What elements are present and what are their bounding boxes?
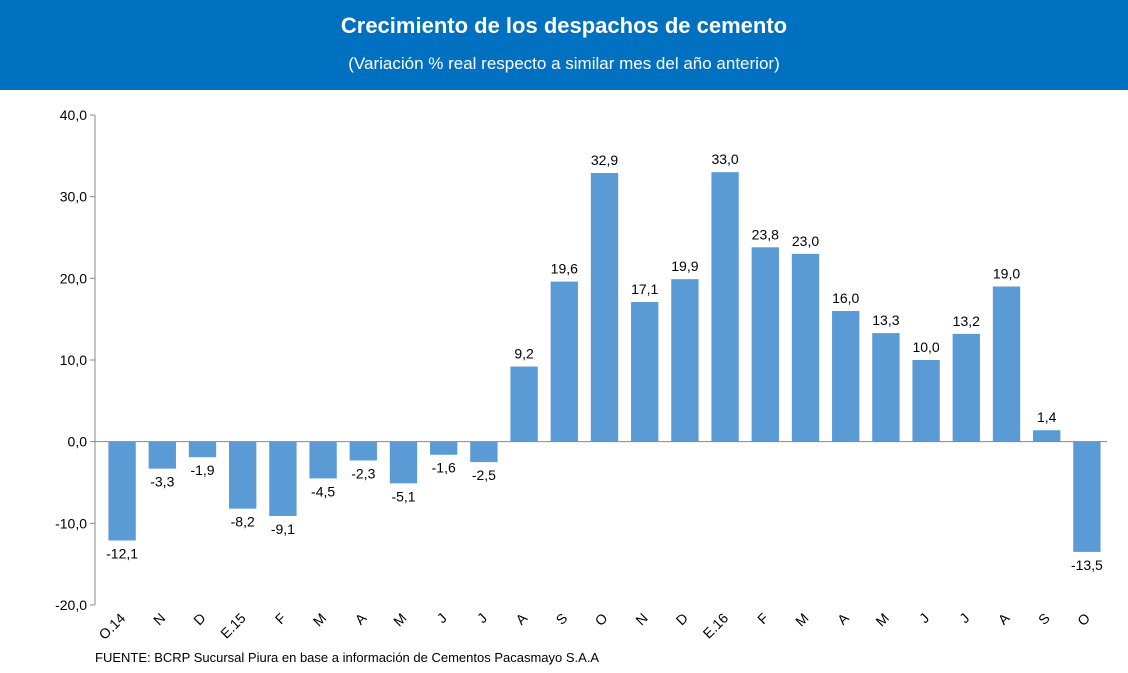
- y-tick-label: -10,0: [55, 515, 87, 531]
- bar: [671, 279, 699, 442]
- bar: [992, 286, 1021, 442]
- value-label: -2,3: [351, 465, 375, 481]
- x-tick-label: J: [956, 610, 972, 626]
- x-tick-label: A: [834, 609, 852, 627]
- bar: [832, 311, 860, 442]
- value-label: -4,5: [311, 483, 335, 499]
- value-label: -9,1: [271, 521, 295, 537]
- bar: [269, 441, 297, 516]
- x-tick-label: J: [434, 610, 450, 626]
- x-tick-label: M: [872, 610, 892, 630]
- chart-title: Crecimiento de los despachos de cemento: [341, 13, 787, 38]
- bar: [430, 441, 458, 455]
- bar: [631, 302, 659, 442]
- value-label: -1,6: [432, 460, 456, 476]
- y-tick-label: 30,0: [60, 189, 87, 205]
- value-label: -13,5: [1071, 557, 1103, 573]
- value-label: 23,0: [792, 233, 819, 249]
- value-label: -3,3: [150, 474, 174, 490]
- bar: [470, 441, 498, 463]
- x-tick-label: D: [190, 610, 208, 628]
- x-tick-label: S: [1035, 610, 1053, 628]
- bar: [912, 360, 940, 442]
- x-tick-label: M: [310, 610, 330, 630]
- value-label: 9,2: [514, 346, 534, 362]
- x-tick-label: S: [553, 610, 571, 628]
- header-band: [0, 0, 1128, 90]
- bar: [510, 366, 538, 442]
- bar: [1073, 441, 1101, 552]
- value-label: 19,0: [993, 266, 1020, 282]
- value-label: 1,4: [1037, 409, 1057, 425]
- value-label: 32,9: [591, 152, 618, 168]
- bar: [349, 441, 377, 461]
- x-tick-label: N: [632, 610, 650, 628]
- bar: [1033, 430, 1061, 442]
- x-tick-label: E.15: [217, 610, 249, 642]
- x-tick-label: A: [995, 609, 1013, 627]
- bar: [389, 441, 418, 484]
- x-tick-label: M: [390, 610, 410, 630]
- value-label: -8,2: [231, 514, 255, 530]
- bar: [188, 441, 217, 458]
- x-tick-label: M: [792, 610, 812, 630]
- x-tick-label: O: [592, 610, 611, 629]
- y-tick-label: 0,0: [68, 434, 88, 450]
- bar: [711, 172, 739, 442]
- bar: [108, 441, 136, 541]
- value-label: 16,0: [832, 290, 859, 306]
- value-label: 19,6: [551, 261, 578, 277]
- x-tick-label: O.14: [95, 610, 128, 643]
- bar: [751, 247, 779, 442]
- chart-subtitle: (Variación % real respecto a similar mes…: [348, 54, 779, 73]
- value-label: 13,2: [953, 313, 980, 329]
- y-tick-label: 10,0: [60, 352, 87, 368]
- value-label: -1,9: [190, 462, 214, 478]
- x-tick-label: E.16: [700, 610, 732, 642]
- y-tick-label: 20,0: [60, 270, 87, 286]
- x-tick-label: O: [1074, 610, 1093, 629]
- bar: [550, 281, 578, 442]
- bar: [791, 253, 820, 442]
- x-tick-label: A: [352, 609, 370, 627]
- x-tick-label: D: [673, 610, 691, 628]
- value-label: -2,5: [472, 467, 496, 483]
- y-tick-label: -20,0: [55, 597, 87, 613]
- source-note: FUENTE: BCRP Sucursal Piura en base a in…: [95, 650, 599, 665]
- bar: [952, 333, 980, 442]
- value-label: 33,0: [711, 151, 738, 167]
- bar: [229, 441, 257, 509]
- x-tick-label: J: [916, 610, 932, 626]
- value-label: 10,0: [912, 339, 939, 355]
- value-label: 13,3: [872, 312, 899, 328]
- bar: [148, 441, 176, 469]
- x-tick-label: F: [754, 610, 771, 627]
- x-tick-label: F: [272, 610, 289, 627]
- x-tick-label: N: [150, 610, 168, 628]
- bar: [872, 333, 900, 442]
- x-tick-label: A: [512, 609, 530, 627]
- value-label: 17,1: [631, 281, 658, 297]
- bar: [590, 172, 619, 442]
- value-label: -12,1: [106, 545, 138, 561]
- value-label: -5,1: [391, 488, 415, 504]
- y-tick-label: 40,0: [60, 107, 87, 123]
- bar: [309, 441, 337, 479]
- value-label: 23,8: [752, 226, 779, 242]
- value-label: 19,9: [671, 258, 698, 274]
- x-tick-label: J: [474, 610, 490, 626]
